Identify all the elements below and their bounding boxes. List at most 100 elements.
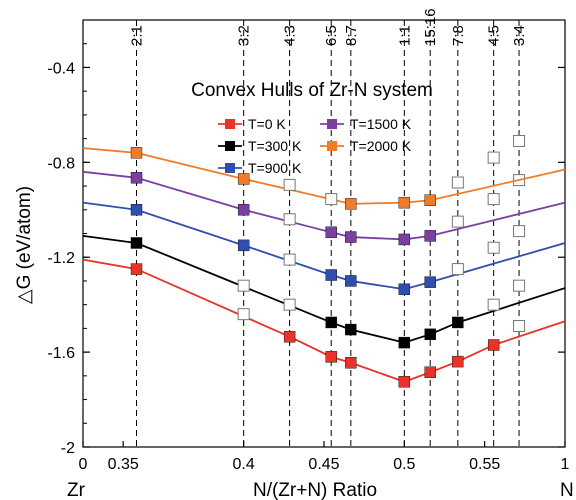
legend-label: T=900 K (248, 160, 302, 176)
data-point-unstable (487, 298, 500, 311)
data-point-unstable (283, 253, 296, 266)
data-point (130, 147, 143, 159)
data-point (283, 330, 296, 343)
ratio-label: 3:2 (236, 25, 253, 46)
legend-marker (225, 119, 235, 129)
data-point (345, 357, 357, 369)
data-point (398, 196, 411, 209)
data-point-unstable (283, 178, 296, 191)
series-T-900-K (82, 201, 566, 295)
data-point (398, 336, 411, 349)
data-point-unstable (487, 151, 500, 164)
x-axis-ticks: 0 0.35 0.4 0.45 0.5 0.55 1 (79, 441, 570, 473)
legend-item: T=900 K (218, 160, 302, 176)
ratio-label: 3:4 (511, 25, 528, 46)
legend-item: T=300 K (218, 138, 302, 154)
x-tick-label: 0.4 (233, 456, 255, 473)
data-point-unstable (487, 193, 500, 206)
series-group (82, 134, 566, 388)
data-point (424, 194, 436, 206)
y-axis-ticks: -0.4 -0.8 -1.2 -1.6 -2 (47, 19, 565, 457)
data-point (345, 198, 357, 210)
data-point (130, 204, 143, 216)
data-point (130, 237, 143, 249)
ratio-label: 15:16 (422, 8, 439, 46)
data-point (345, 323, 357, 336)
data-point (398, 376, 411, 388)
data-point-unstable (325, 193, 338, 206)
data-point (325, 226, 337, 239)
data-point (487, 339, 500, 351)
legend-label: T=2000 K (350, 138, 412, 154)
x-tick-label: 0.5 (393, 456, 415, 473)
data-point (398, 233, 411, 246)
data-point-unstable (487, 241, 500, 254)
data-point (452, 355, 464, 368)
data-point (325, 269, 337, 281)
data-point-unstable (283, 213, 296, 226)
data-point (398, 283, 411, 295)
legend-item: T=2000 K (320, 138, 412, 154)
legend-item: T=0 K (218, 116, 286, 132)
data-point (424, 366, 436, 378)
ratio-label: 8:7 (343, 25, 360, 46)
y-tick-label: -1.6 (47, 345, 75, 362)
x-tick-label: 0 (79, 456, 88, 473)
series-T-1500-K (82, 170, 566, 246)
y-tick-label: -1.2 (47, 250, 75, 267)
x-tick-label: 0.55 (469, 456, 500, 473)
data-point-unstable (513, 225, 526, 238)
data-point (345, 275, 357, 287)
legend-label: T=1500 K (350, 116, 412, 132)
data-point (424, 276, 436, 288)
legend-label: T=0 K (248, 116, 286, 132)
chart-title: Convex Hulls of Zr-N system (191, 80, 433, 101)
ratio-label: 6:5 (323, 25, 340, 46)
data-point (325, 316, 337, 329)
y-tick-label: -0.8 (47, 155, 75, 172)
data-point-unstable (451, 215, 464, 228)
data-point (452, 316, 464, 329)
x-axis-right-end-label: N (560, 480, 574, 500)
series-T-0-K (82, 258, 566, 388)
data-point (325, 351, 337, 363)
x-tick-label: 1 (561, 456, 570, 473)
x-axis-label: N/(Zr+N) Ratio (253, 480, 377, 500)
data-point-unstable (513, 134, 526, 147)
data-point (424, 328, 436, 341)
legend-marker (225, 141, 235, 151)
series-T-300-K (82, 234, 566, 349)
ratio-label: 7:8 (450, 25, 467, 46)
ratio-label: 4:3 (282, 25, 299, 46)
data-point (237, 173, 250, 185)
data-point-unstable (451, 263, 464, 276)
legend: T=0 K T=1500 K T=300 K T=2000 K T=900 K (218, 116, 412, 176)
ratio-label: 1:1 (396, 25, 413, 46)
series-T-2000-K (82, 134, 566, 210)
y-tick-label: -0.4 (47, 60, 75, 77)
y-axis-label: △G (eV/atom) (14, 186, 35, 304)
series-line (82, 170, 566, 241)
ratio-labels: 2:1 3:2 4:3 6:5 8:7 1:1 15:16 7:8 4:5 3:4 (129, 8, 529, 46)
x-tick-label: 0.45 (308, 456, 339, 473)
data-point (130, 263, 143, 275)
legend-item: T=1500 K (320, 116, 412, 132)
data-point-unstable (513, 279, 526, 292)
legend-marker (225, 163, 235, 173)
legend-marker (327, 141, 337, 151)
data-point-unstable (513, 320, 526, 333)
data-point-unstable (451, 176, 464, 189)
legend-marker (327, 119, 337, 129)
x-tick-label: 0.35 (108, 456, 139, 473)
x-axis-left-end-label: Zr (67, 480, 86, 500)
data-point-unstable (237, 308, 250, 321)
ratio-label: 4:5 (486, 25, 503, 46)
data-point-unstable (237, 279, 250, 292)
y-tick-label: -2 (61, 440, 75, 457)
series-line (82, 258, 566, 383)
legend-label: T=300 K (248, 138, 302, 154)
data-point (237, 204, 250, 216)
data-point (130, 172, 143, 184)
data-point-unstable (283, 298, 296, 311)
